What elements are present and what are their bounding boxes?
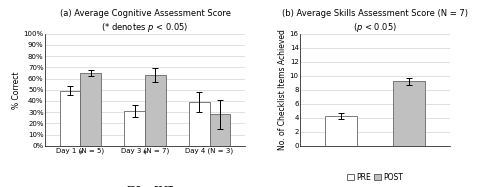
Legend: PRE, POST: PRE, POST — [344, 170, 406, 185]
Y-axis label: No. of Checklist Items Achieved: No. of Checklist Items Achieved — [278, 29, 287, 150]
Text: *: * — [78, 150, 82, 159]
Bar — [210, 114, 230, 146]
Bar — [392, 81, 426, 146]
Title: (b) Average Skills Assessment Score (N = 7)
($p$ < 0.05): (b) Average Skills Assessment Score (N =… — [282, 9, 468, 34]
Legend: PRE, POST: PRE, POST — [114, 183, 176, 187]
Text: *: * — [143, 150, 147, 159]
Title: (a) Average Cognitive Assessment Score
(* denotes $p$ < 0.05): (a) Average Cognitive Assessment Score (… — [60, 9, 230, 34]
Bar — [124, 111, 145, 146]
Y-axis label: % Correct: % Correct — [12, 71, 20, 108]
Bar — [324, 116, 358, 146]
Bar — [145, 75, 166, 146]
Bar — [80, 73, 101, 146]
Bar — [189, 102, 210, 146]
Bar — [60, 91, 80, 146]
